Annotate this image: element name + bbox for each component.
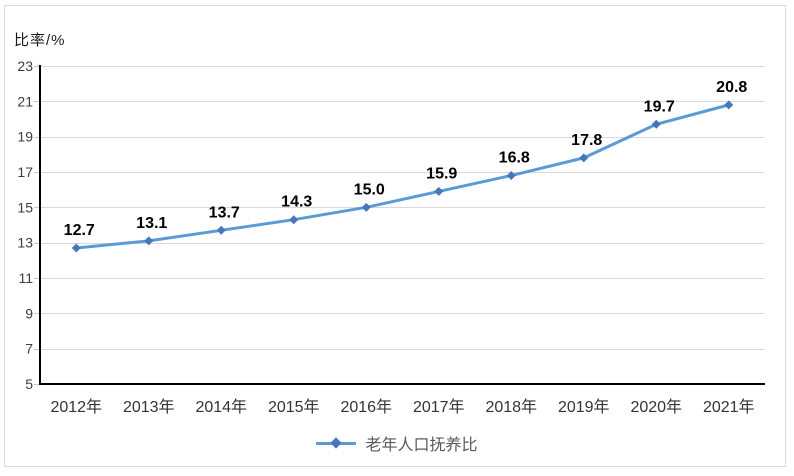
data-label: 15.9 [426, 165, 457, 182]
x-tick-label: 2018年 [485, 398, 537, 416]
data-label: 14.3 [281, 194, 312, 211]
legend-line-marker-icon [316, 437, 357, 449]
y-tick-label: 15 [17, 199, 33, 215]
data-point-marker [651, 119, 661, 129]
x-tick-label: 2017年 [413, 398, 465, 416]
data-point-marker [434, 186, 444, 196]
y-axis-title: 比率/% [14, 32, 66, 49]
x-tick-label: 2013年 [123, 398, 175, 416]
legend: 老年人口抚养比 [0, 431, 794, 455]
data-label: 16.8 [499, 150, 530, 167]
data-point-marker [216, 225, 226, 235]
data-point-marker [71, 243, 81, 253]
legend-label: 老年人口抚养比 [365, 437, 478, 454]
chart-frame [4, 5, 786, 467]
x-tick-label: 2012年 [50, 398, 102, 416]
y-tick-label: 11 [18, 270, 33, 286]
x-tick-label: 2015年 [268, 398, 320, 416]
y-tick-label: 7 [25, 341, 33, 357]
x-tick-label: 2020年 [630, 398, 682, 416]
data-label: 13.7 [209, 204, 240, 221]
series-line [74, 103, 731, 250]
data-point-marker [579, 153, 589, 163]
x-tick-labels: 2012年 2013年 2014年 2015年 2016年 2017年 2018年 2019年… [50, 398, 754, 416]
gridlines [40, 66, 765, 350]
x-tick-label: 2014年 [195, 398, 247, 416]
y-tick-label: 17 [17, 164, 33, 180]
data-point-marker [289, 215, 299, 225]
data-label: 13.1 [136, 215, 167, 232]
data-label: 19.7 [644, 98, 675, 115]
y-tick-label: 9 [25, 305, 33, 321]
y-tick-label: 5 [25, 376, 33, 392]
legend-diamond-icon [330, 437, 343, 449]
data-label: 15.0 [354, 181, 385, 198]
data-point-marker [506, 171, 516, 181]
y-tick-label: 21 [17, 93, 33, 109]
data-label: 17.8 [571, 132, 602, 149]
data-point-marker [724, 100, 734, 110]
y-tick-label: 23 [17, 58, 33, 74]
data-label: 20.8 [716, 79, 747, 96]
x-tick-label: 2016年 [340, 398, 392, 416]
y-tick-label: 13 [17, 235, 33, 251]
data-point-marker [361, 202, 371, 212]
y-tick-labels: 5 7 9 11 13 15 17 19 21 23 [17, 58, 33, 392]
x-tick-label: 2021年 [703, 398, 755, 416]
y-tick-label: 19 [17, 129, 33, 145]
data-label: 12.7 [64, 222, 95, 239]
data-point-marker [144, 236, 154, 246]
data-point-markers [71, 100, 734, 253]
data-labels: 12.7 13.1 13.7 14.3 15.0 15.9 16.8 17.8 19.7 20.8 [64, 79, 748, 239]
x-tick-label: 2019年 [558, 398, 610, 416]
